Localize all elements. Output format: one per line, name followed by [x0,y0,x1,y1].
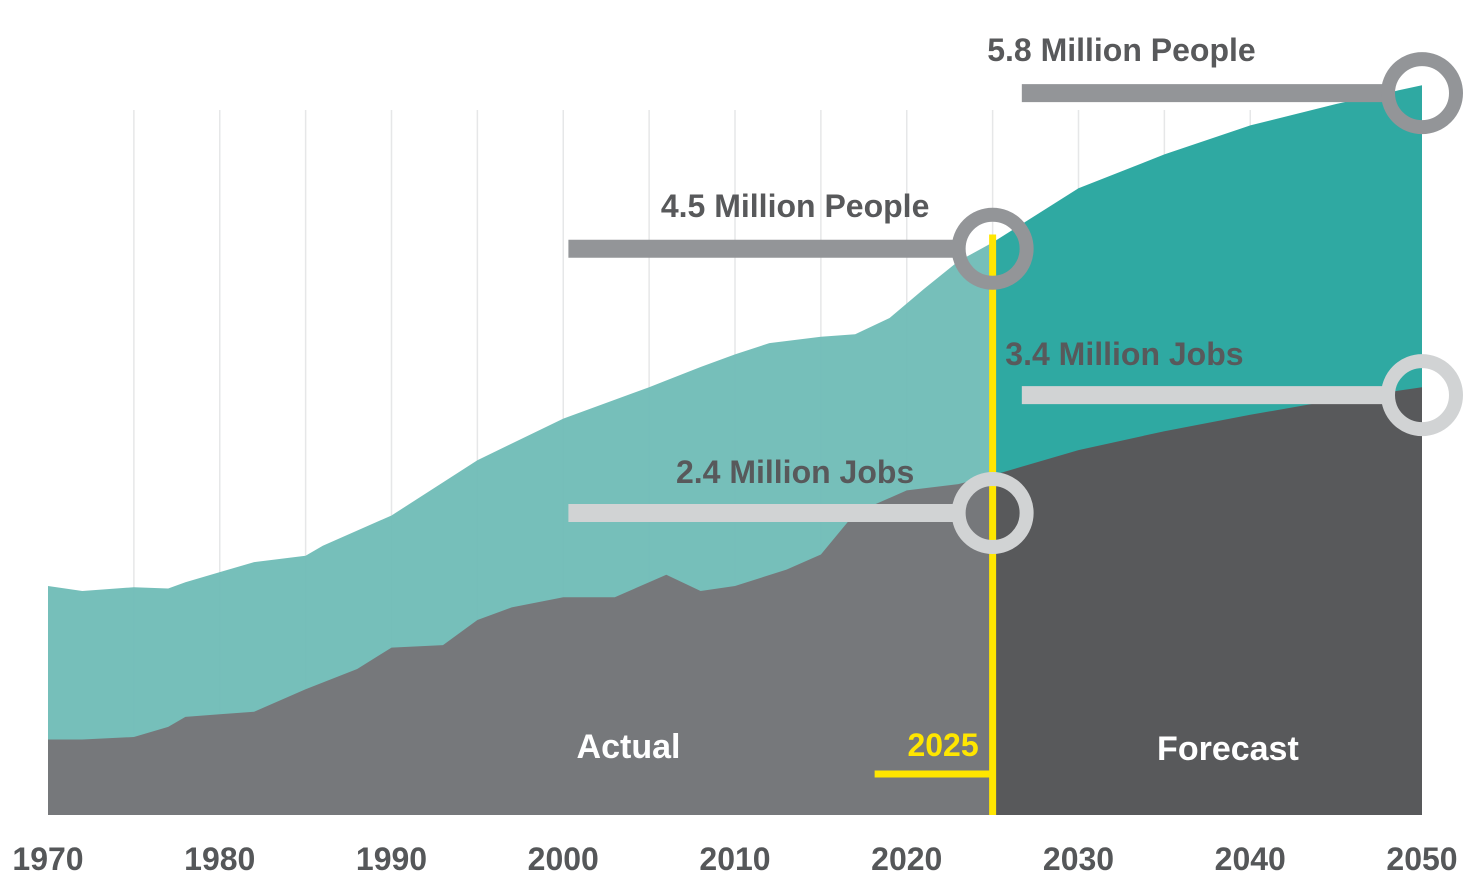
x-tick-label: 1990 [356,841,427,876]
x-axis-ticks: 1970 1980 1990 2000 2010 2020 2030 2040 2050 [12,841,1457,876]
callout-label: 2.4 Million Jobs [676,454,914,490]
forecast-cutoff: 2025 [874,234,997,815]
callout-ring [951,207,1034,290]
callout-label: 5.8 Million People [987,32,1256,68]
area-series [48,85,1422,815]
callout-ring [951,472,1034,554]
actual-region-label: Actual [577,728,681,766]
jobs-area-forecast [992,387,1422,815]
callout-label: 3.4 Million Jobs [1005,336,1243,372]
x-tick-label: 2000 [528,841,599,876]
x-tick-label: 1970 [12,841,83,876]
x-tick-label: 2050 [1386,841,1457,876]
callout-label: 4.5 Million People [661,188,930,224]
x-tick-label: 2020 [871,841,942,876]
x-tick-label: 2010 [699,841,770,876]
callout-ring [1381,354,1463,437]
forecast-region-label: Forecast [1157,730,1299,768]
cutoff-label: 2025 [907,727,978,763]
x-tick-label: 2030 [1043,841,1114,876]
value-callouts: 4.5 Million People 5.8 Million People 2.4 … [568,32,1463,554]
jobs-area-actual [48,475,993,815]
callout-ring [1381,52,1463,135]
x-tick-label: 1980 [184,841,255,876]
x-tick-label: 2040 [1215,841,1286,876]
